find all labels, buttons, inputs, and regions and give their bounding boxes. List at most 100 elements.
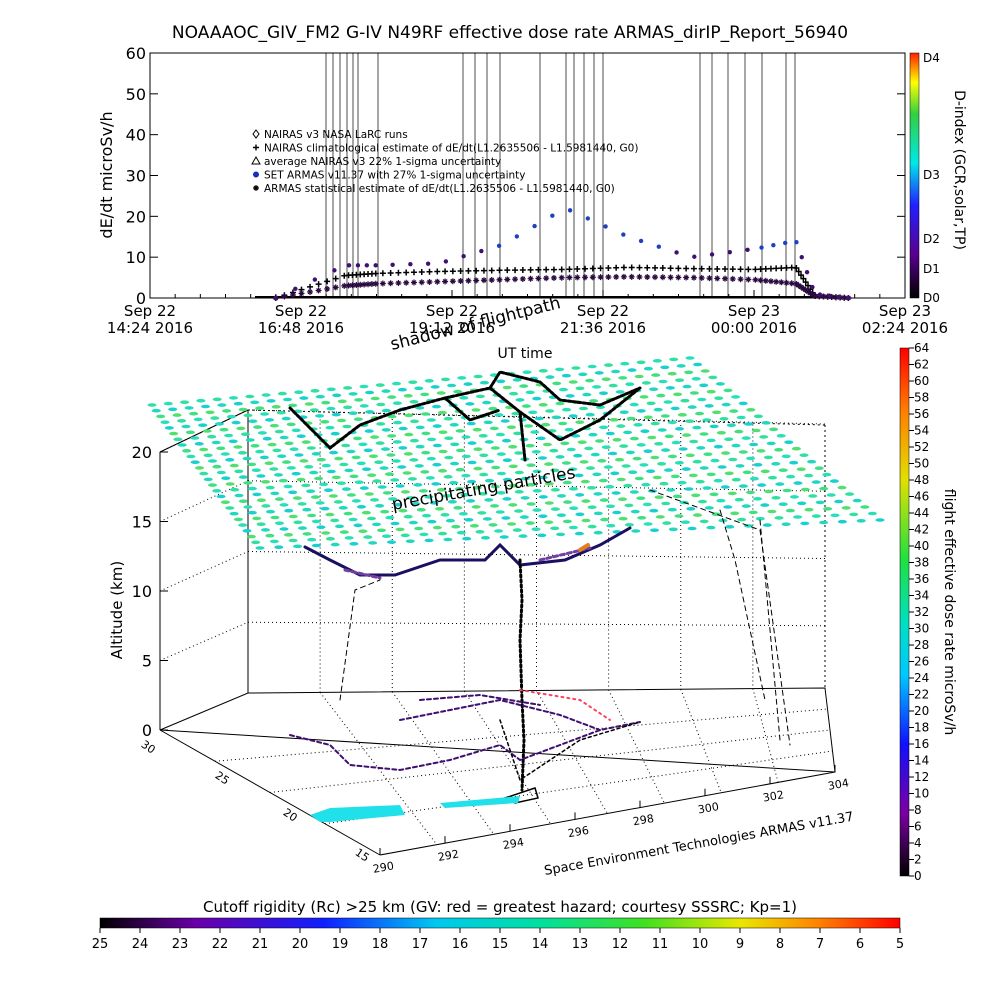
nairas-climatological-point (613, 264, 620, 271)
armas-statistical-point (361, 281, 368, 288)
particle-marker (424, 538, 434, 543)
set-armas-point (836, 294, 842, 300)
particle-marker (398, 426, 408, 431)
particle-marker (837, 519, 847, 524)
particle-marker (420, 470, 430, 474)
particle-marker (849, 512, 859, 517)
particle-marker (514, 490, 524, 494)
particle-marker (441, 377, 450, 382)
particle-marker (195, 466, 204, 470)
particle-marker (392, 401, 402, 406)
particle-marker (453, 506, 463, 510)
particle-marker (274, 497, 284, 501)
particle-marker (781, 454, 791, 459)
armas-statistical-point (410, 279, 417, 286)
particle-marker (201, 404, 210, 409)
particle-marker (349, 542, 359, 546)
particle-marker (605, 485, 615, 489)
particle-marker (289, 447, 299, 452)
particle-marker (362, 467, 371, 472)
particle-marker (301, 440, 311, 444)
particle-marker (238, 475, 248, 479)
cutoff-tick-label: 5 (896, 937, 904, 952)
particle-marker (555, 401, 565, 406)
top-y-tick-label: 0 (136, 289, 146, 308)
particle-marker (731, 477, 741, 482)
particle-marker (299, 396, 309, 400)
particle-marker (173, 437, 183, 442)
particle-marker (212, 464, 222, 469)
particle-marker (600, 517, 610, 522)
armas-statistical-point (426, 278, 433, 285)
particle-marker (749, 442, 759, 447)
particle-marker (344, 468, 354, 473)
armas-statistical-point (349, 282, 356, 289)
particle-marker (321, 463, 331, 468)
nairas-climatological-point (773, 265, 780, 272)
particle-marker (260, 412, 270, 416)
particle-marker (641, 381, 651, 385)
particle-marker (430, 385, 440, 389)
particle-marker (346, 449, 356, 454)
particle-marker (427, 437, 437, 442)
nairas-climatological-point (798, 272, 805, 279)
particle-marker (630, 509, 640, 514)
particle-marker (255, 546, 265, 550)
particle-marker (421, 412, 431, 416)
particle-marker (610, 471, 620, 476)
dose-tick-label: 48 (914, 473, 929, 487)
particle-marker (251, 540, 261, 545)
cutoff-tick-label: 8 (776, 937, 784, 952)
particle-marker (219, 427, 229, 432)
armas-statistical-point (365, 281, 372, 288)
particle-marker (363, 535, 373, 539)
nairas-climatological-point (480, 267, 487, 274)
wall-projection (649, 489, 791, 746)
nairas-climatological-point (644, 264, 651, 271)
particle-marker (277, 454, 287, 459)
particle-marker (691, 493, 701, 498)
set-armas-point (585, 216, 591, 221)
particle-marker (689, 439, 699, 444)
particle-marker (416, 508, 426, 512)
legend-symbol-triangle (251, 155, 261, 165)
precipitating-particle-grid (147, 356, 885, 550)
particle-marker (706, 472, 716, 477)
particle-marker (390, 521, 400, 526)
particle-marker (461, 473, 471, 478)
set-armas-point (496, 243, 502, 249)
particle-marker (184, 406, 194, 410)
particle-marker (616, 477, 626, 482)
top-y-tick-label: 50 (126, 85, 146, 104)
particle-marker (225, 458, 235, 462)
particle-marker (702, 418, 712, 422)
particle-marker (343, 511, 353, 516)
particle-marker (409, 458, 419, 462)
legend-symbol-plus (253, 144, 259, 151)
particle-marker (302, 532, 312, 536)
particle-marker (606, 523, 616, 528)
particle-marker (304, 402, 314, 406)
particle-marker (331, 475, 341, 480)
particle-marker (472, 427, 482, 432)
particle-marker (314, 476, 324, 481)
particle-marker (432, 404, 441, 409)
nairas-climatological-point (714, 265, 721, 272)
particle-marker (359, 404, 369, 408)
nairas-climatological-point (379, 270, 386, 277)
particle-marker (671, 440, 681, 445)
floor-grid-line (752, 688, 779, 783)
particle-marker (693, 362, 703, 367)
particle-marker (307, 513, 317, 518)
particle-marker (736, 415, 746, 420)
particle-marker (757, 483, 767, 487)
particle-marker (160, 420, 170, 425)
particle-marker (581, 518, 591, 523)
particle-marker (216, 494, 226, 499)
nairas-climatological-point (332, 275, 339, 282)
particle-marker (451, 524, 461, 529)
top-x-tick-label-line2: 16:48 2016 (258, 319, 344, 337)
particle-marker (358, 529, 368, 533)
particle-marker (265, 418, 274, 422)
particle-marker (532, 396, 542, 401)
